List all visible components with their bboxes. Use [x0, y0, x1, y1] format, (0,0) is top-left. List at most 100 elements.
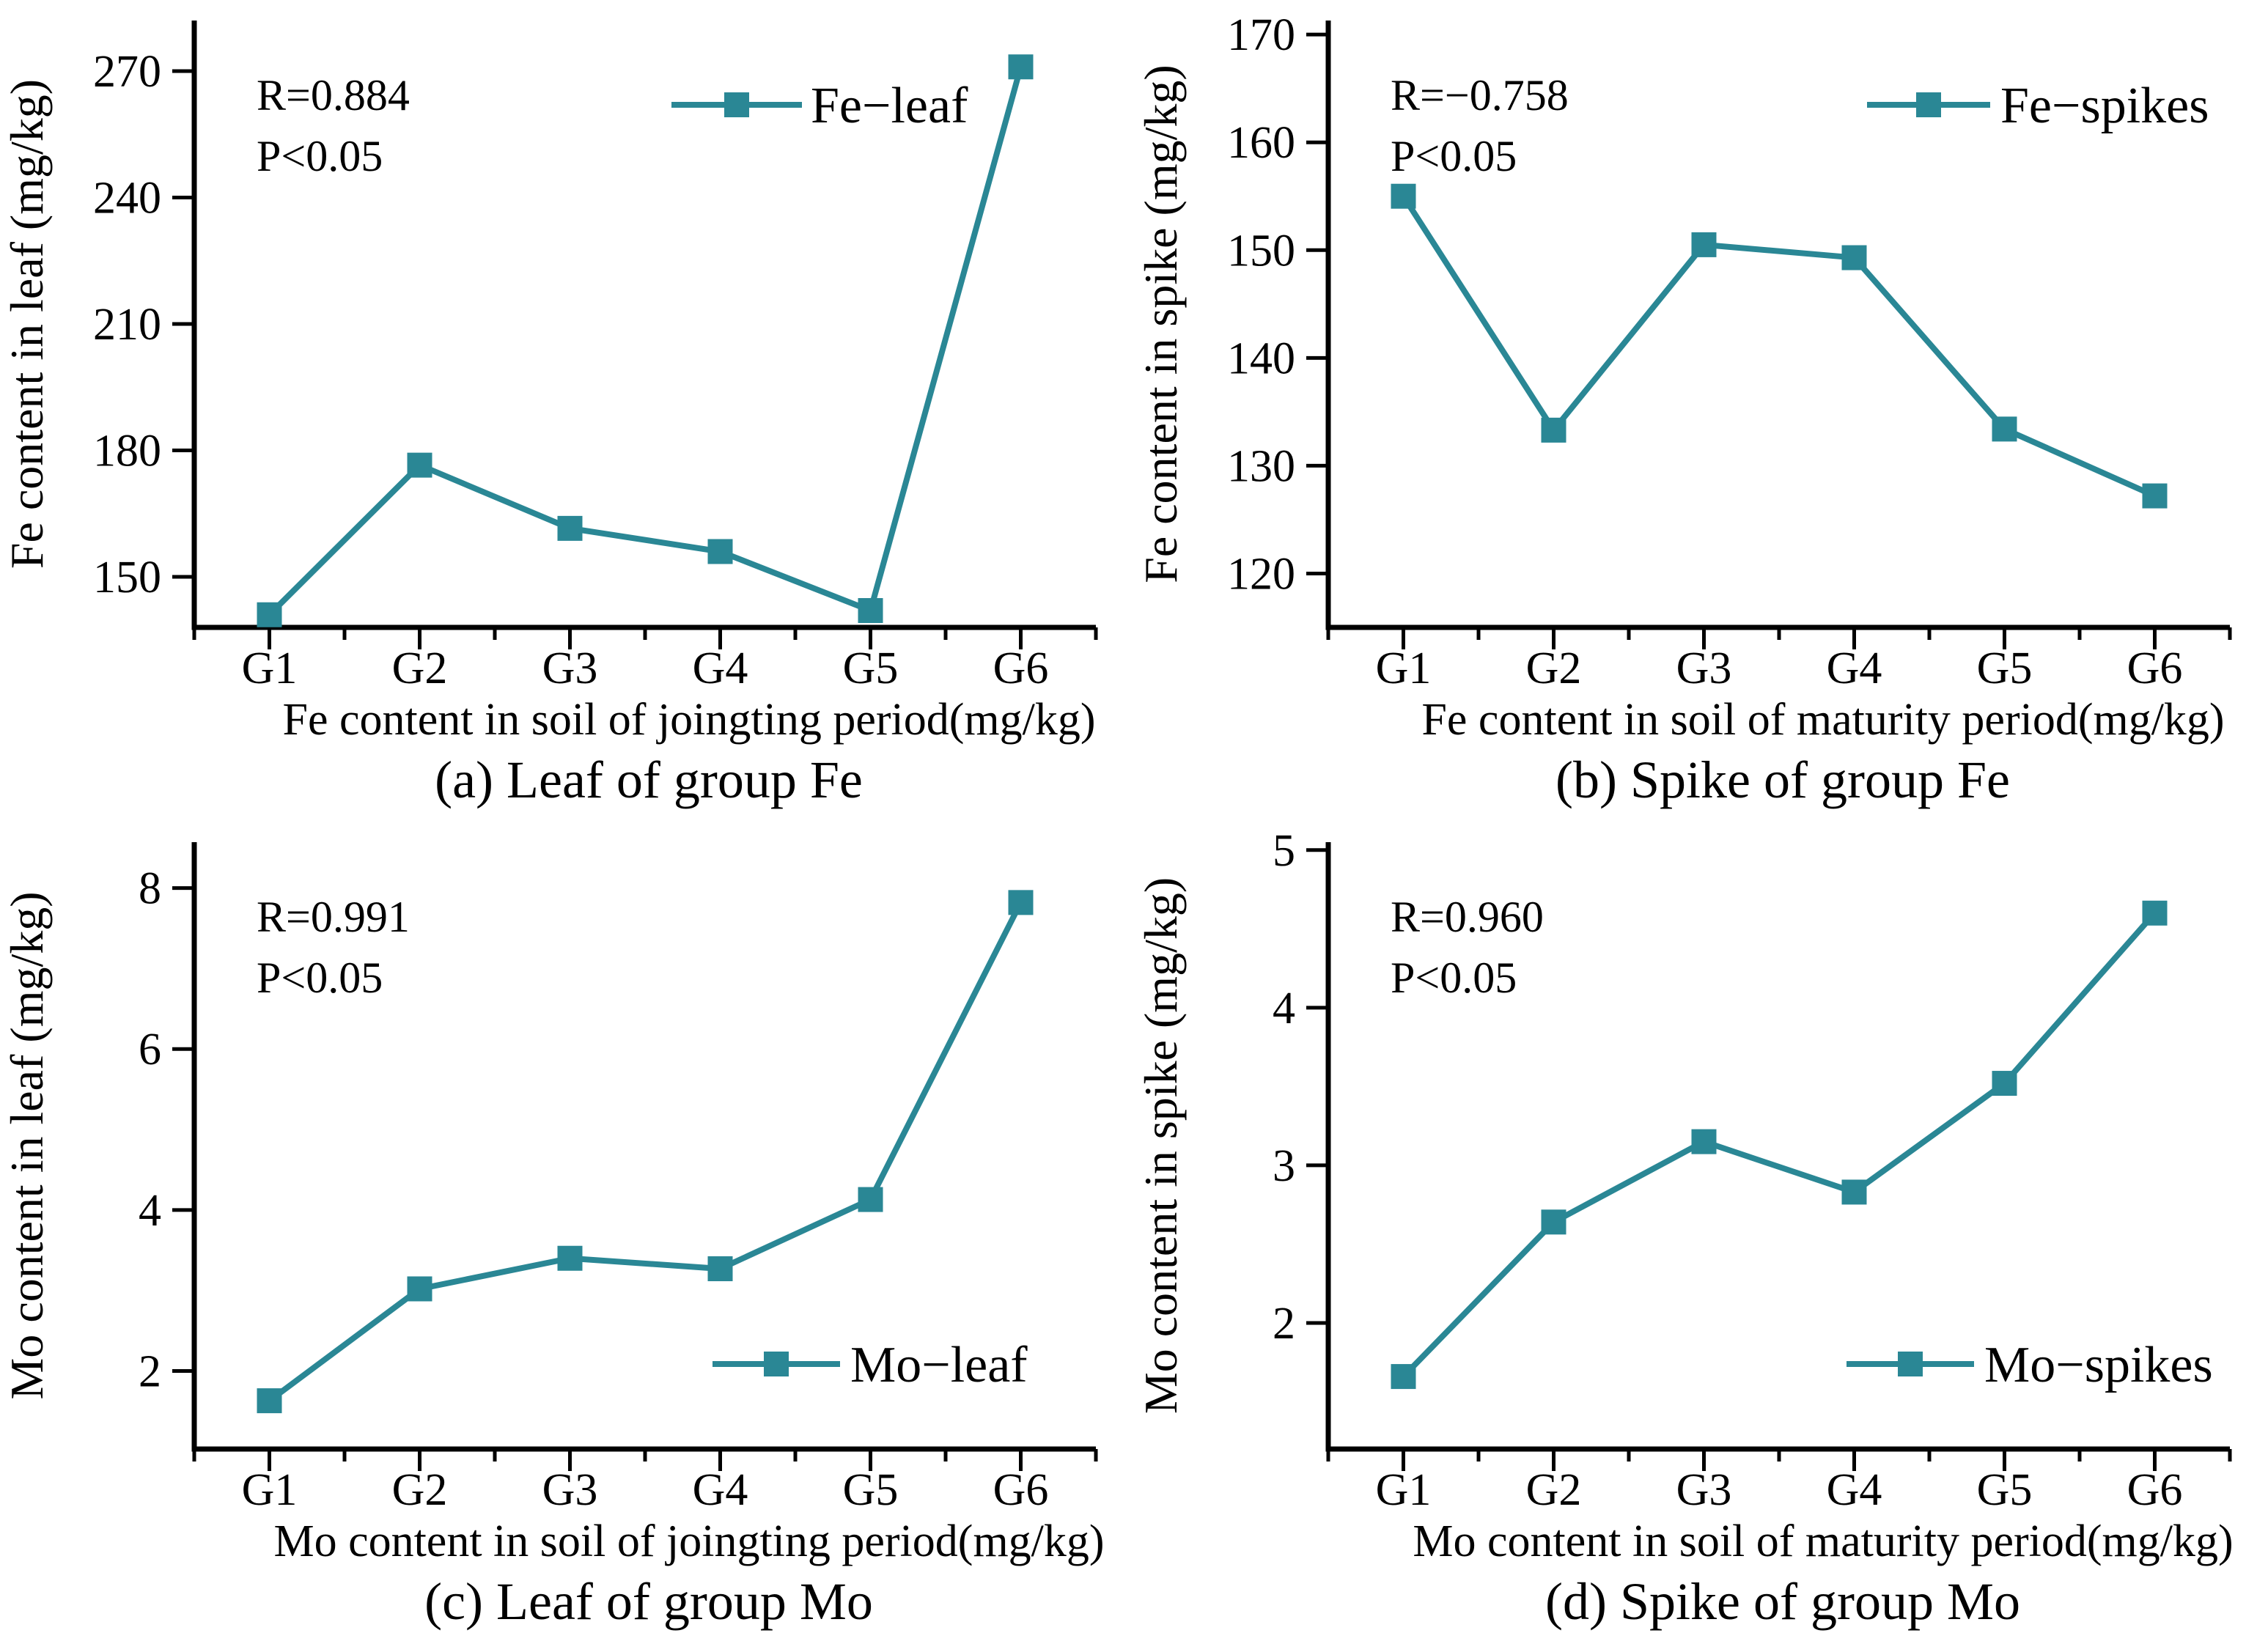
data-point-marker — [1541, 1209, 1566, 1235]
annotation-r-value: R=0.884 — [257, 71, 410, 119]
chart-canvas-b: 120 130 140 150 160 170 G1 G2 G3 G4 G5 G6 R=−0.758 P<… — [1135, 10, 2232, 809]
data-point-marker — [858, 1187, 883, 1212]
annotation-p-value: P<0.05 — [257, 132, 383, 180]
data-point-marker — [257, 1388, 282, 1414]
data-point-marker — [557, 1245, 583, 1271]
data-point-marker — [1992, 416, 2017, 442]
y-tick-label: 4 — [1273, 984, 1295, 1033]
y-axis-title: Mo content in spike (mg/kg) — [1135, 877, 1187, 1414]
data-point-marker — [1691, 1129, 1717, 1154]
x-tick-label: G1 — [1376, 1465, 1432, 1515]
x-tick-label: G5 — [843, 1465, 899, 1515]
x-tick-label: G4 — [693, 1465, 748, 1515]
x-axis-title: Mo content in soil of maturity period(mg… — [1413, 1516, 2233, 1566]
data-point-marker — [1541, 417, 1566, 443]
series-line — [268, 901, 1024, 1404]
data-point-marker — [1391, 183, 1416, 209]
y-tick-label: 210 — [93, 300, 161, 350]
x-tick-label: G4 — [1827, 1465, 1882, 1515]
data-point-marker — [1008, 890, 1034, 915]
legend-marker — [1916, 92, 1941, 117]
annotation-p-value: P<0.05 — [257, 954, 383, 1002]
data-point-marker — [1691, 232, 1717, 257]
data-point-marker — [2142, 483, 2168, 509]
caption: (b) Spike of group Fe — [1555, 751, 2010, 809]
data-point-marker — [707, 539, 733, 564]
y-tick-label: 150 — [1227, 226, 1295, 276]
series-line — [1401, 911, 2157, 1379]
legend-marker — [1898, 1352, 1923, 1376]
y-tick-label: 130 — [1227, 441, 1295, 491]
x-tick-label: G2 — [1526, 644, 1582, 693]
x-tick-label: G5 — [843, 644, 899, 693]
subplot-b-spike-of-group-fe: 120 130 140 150 160 170 G1 G2 G3 G4 G5 G6 R=−0.758 P<… — [1134, 0, 2268, 822]
data-point-marker — [707, 1256, 733, 1282]
x-tick-label: G2 — [1526, 1465, 1582, 1515]
series-line — [1401, 194, 2157, 499]
y-tick-label: 180 — [93, 427, 161, 476]
y-tick-label: 240 — [93, 174, 161, 224]
series-line — [267, 66, 1024, 617]
x-axis-title: Mo content in soil of joingting period(m… — [273, 1516, 1104, 1566]
data-point-marker — [257, 602, 282, 627]
y-tick-label: 4 — [139, 1186, 161, 1236]
annotation-r-value: R=0.991 — [257, 893, 410, 941]
data-point-marker — [1992, 1071, 2017, 1096]
x-tick-label: G6 — [2127, 644, 2183, 693]
annotation-p-value: P<0.05 — [1391, 132, 1517, 180]
y-tick-label: 120 — [1227, 549, 1295, 599]
x-tick-label: G3 — [542, 1465, 598, 1515]
chart-canvas-a: 150 180 210 240 270 G1 G2 G3 G4 G5 G6 R=0.884 P<0.05… — [1, 21, 1098, 809]
legend-label: Mo−spikes — [1984, 1337, 2213, 1393]
data-point-marker — [858, 598, 883, 623]
y-tick-label: 5 — [1273, 826, 1295, 876]
x-tick-label: G1 — [242, 644, 298, 693]
x-tick-label: G2 — [392, 644, 448, 693]
x-tick-label: G4 — [1827, 644, 1882, 693]
x-axis-title: Fe content in soil of joingting period(m… — [283, 695, 1096, 745]
y-tick-label: 2 — [1273, 1299, 1295, 1349]
x-tick-label: G2 — [392, 1465, 448, 1515]
x-tick-label: G6 — [993, 1465, 1049, 1515]
x-tick-label: G3 — [1676, 1465, 1732, 1515]
x-tick-label: G1 — [242, 1465, 298, 1515]
y-tick-label: 2 — [139, 1346, 161, 1396]
chart-canvas-d: 2 3 4 5 G1 G2 G3 G4 G5 G6 R=0.960 P<0.05 Mo−spikes Mo… — [1135, 826, 2234, 1631]
annotation-p-value: P<0.05 — [1391, 954, 1517, 1002]
data-point-marker — [1841, 245, 1867, 270]
y-axis-title: Mo content in leaf (mg/kg) — [1, 891, 53, 1399]
y-tick-label: 6 — [139, 1025, 161, 1075]
data-point-marker — [407, 452, 432, 478]
data-point-marker — [1391, 1364, 1416, 1390]
x-tick-label: G5 — [1977, 1465, 2033, 1515]
subplot-a-leaf-of-group-fe: 150 180 210 240 270 G1 G2 G3 G4 G5 G6 R=0.884 P<0.05… — [0, 0, 1134, 822]
y-tick-label: 8 — [139, 864, 161, 914]
y-axis-title: Fe content in leaf (mg/kg) — [1, 79, 53, 569]
data-point-marker — [2142, 900, 2168, 926]
y-tick-label: 170 — [1227, 10, 1295, 60]
legend-label: Fe−leaf — [811, 78, 968, 134]
y-tick-label: 3 — [1273, 1141, 1295, 1191]
caption: (a) Leaf of group Fe — [435, 751, 863, 809]
data-point-marker — [1008, 54, 1034, 80]
caption: (c) Leaf of group Mo — [424, 1572, 873, 1631]
chart-canvas-c: 2 4 6 8 G1 G2 G3 G4 G5 G6 R=0.991 P<0.05 Mo−leaf Mo c… — [1, 842, 1105, 1631]
x-tick-label: G4 — [693, 644, 748, 693]
subplot-d-spike-of-group-mo: 2 3 4 5 G1 G2 G3 G4 G5 G6 R=0.960 P<0.05 Mo−spikes Mo… — [1134, 822, 2268, 1644]
caption: (d) Spike of group Mo — [1545, 1572, 2020, 1631]
annotation-r-value: R=−0.758 — [1391, 71, 1569, 119]
x-tick-label: G5 — [1977, 644, 2033, 693]
y-tick-label: 150 — [93, 553, 161, 602]
annotation-r-value: R=0.960 — [1391, 893, 1544, 941]
y-tick-label: 270 — [93, 47, 161, 97]
legend-label: Fe−spikes — [2000, 78, 2209, 134]
y-tick-label: 140 — [1227, 333, 1295, 383]
legend-marker — [724, 92, 749, 117]
x-tick-label: G3 — [542, 644, 598, 693]
legend-label: Mo−leaf — [850, 1337, 1028, 1393]
subplot-c-leaf-of-group-mo: 2 4 6 8 G1 G2 G3 G4 G5 G6 R=0.991 P<0.05 Mo−leaf Mo c… — [0, 822, 1134, 1644]
legend-marker — [764, 1352, 789, 1376]
y-axis-title: Fe content in spike (mg/kg) — [1135, 64, 1187, 583]
x-tick-label: G6 — [2127, 1465, 2183, 1515]
